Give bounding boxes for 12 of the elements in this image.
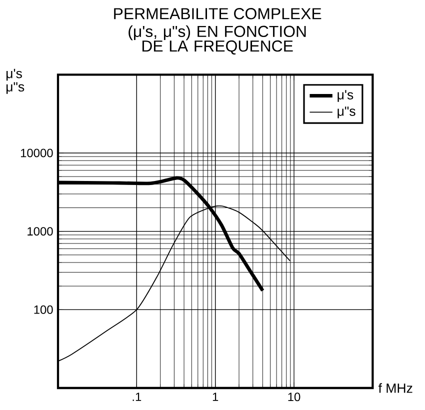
- legend-label: μ's: [338, 90, 354, 102]
- y-tick-label: 1000: [28, 227, 53, 236]
- x-tick-label: 1: [212, 392, 218, 401]
- x-tick-label: .1: [132, 392, 142, 401]
- x-tick-label: 10: [288, 392, 300, 402]
- chart-title: PERMEABILITE COMPLEXE: [114, 8, 322, 20]
- chart-subtitle: (μ's, μ"s) EN FONCTION DE LA FREQUENCE: [128, 25, 306, 55]
- legend-label: μ"s: [338, 106, 356, 118]
- y-tick-label: 10000: [20, 148, 53, 158]
- x-axis-title: f MHz: [378, 383, 412, 393]
- y-tick-label: 100: [34, 305, 53, 314]
- y-axis-title: μ's μ"s: [6, 68, 24, 94]
